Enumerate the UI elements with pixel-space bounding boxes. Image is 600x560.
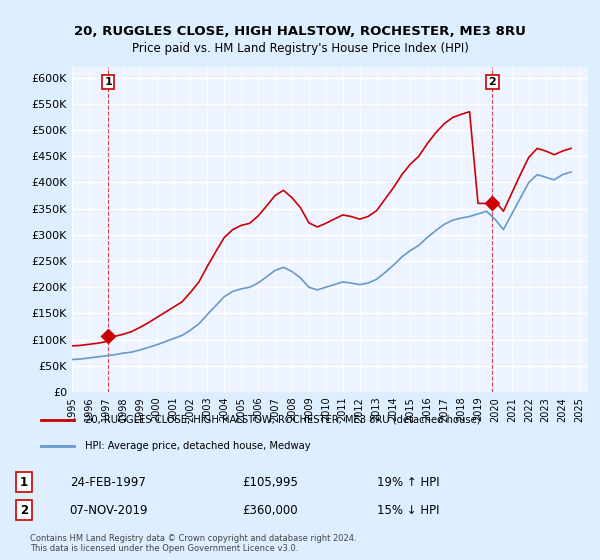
Text: HPI: Average price, detached house, Medway: HPI: Average price, detached house, Medw… (85, 441, 311, 451)
Text: 2: 2 (20, 504, 28, 517)
Text: 1: 1 (104, 77, 112, 87)
Text: 19% ↑ HPI: 19% ↑ HPI (377, 475, 439, 488)
Text: 2: 2 (488, 77, 496, 87)
Text: 07-NOV-2019: 07-NOV-2019 (69, 504, 147, 517)
Text: 15% ↓ HPI: 15% ↓ HPI (377, 504, 439, 517)
Text: £360,000: £360,000 (242, 504, 298, 517)
Text: 20, RUGGLES CLOSE, HIGH HALSTOW, ROCHESTER, ME3 8RU (detached house): 20, RUGGLES CLOSE, HIGH HALSTOW, ROCHEST… (85, 415, 481, 425)
Text: 20, RUGGLES CLOSE, HIGH HALSTOW, ROCHESTER, ME3 8RU: 20, RUGGLES CLOSE, HIGH HALSTOW, ROCHEST… (74, 25, 526, 38)
Text: £105,995: £105,995 (242, 475, 298, 488)
Text: 24-FEB-1997: 24-FEB-1997 (70, 475, 146, 488)
Text: Contains HM Land Registry data © Crown copyright and database right 2024.
This d: Contains HM Land Registry data © Crown c… (30, 534, 356, 553)
Text: 1: 1 (20, 475, 28, 488)
Text: Price paid vs. HM Land Registry's House Price Index (HPI): Price paid vs. HM Land Registry's House … (131, 42, 469, 55)
